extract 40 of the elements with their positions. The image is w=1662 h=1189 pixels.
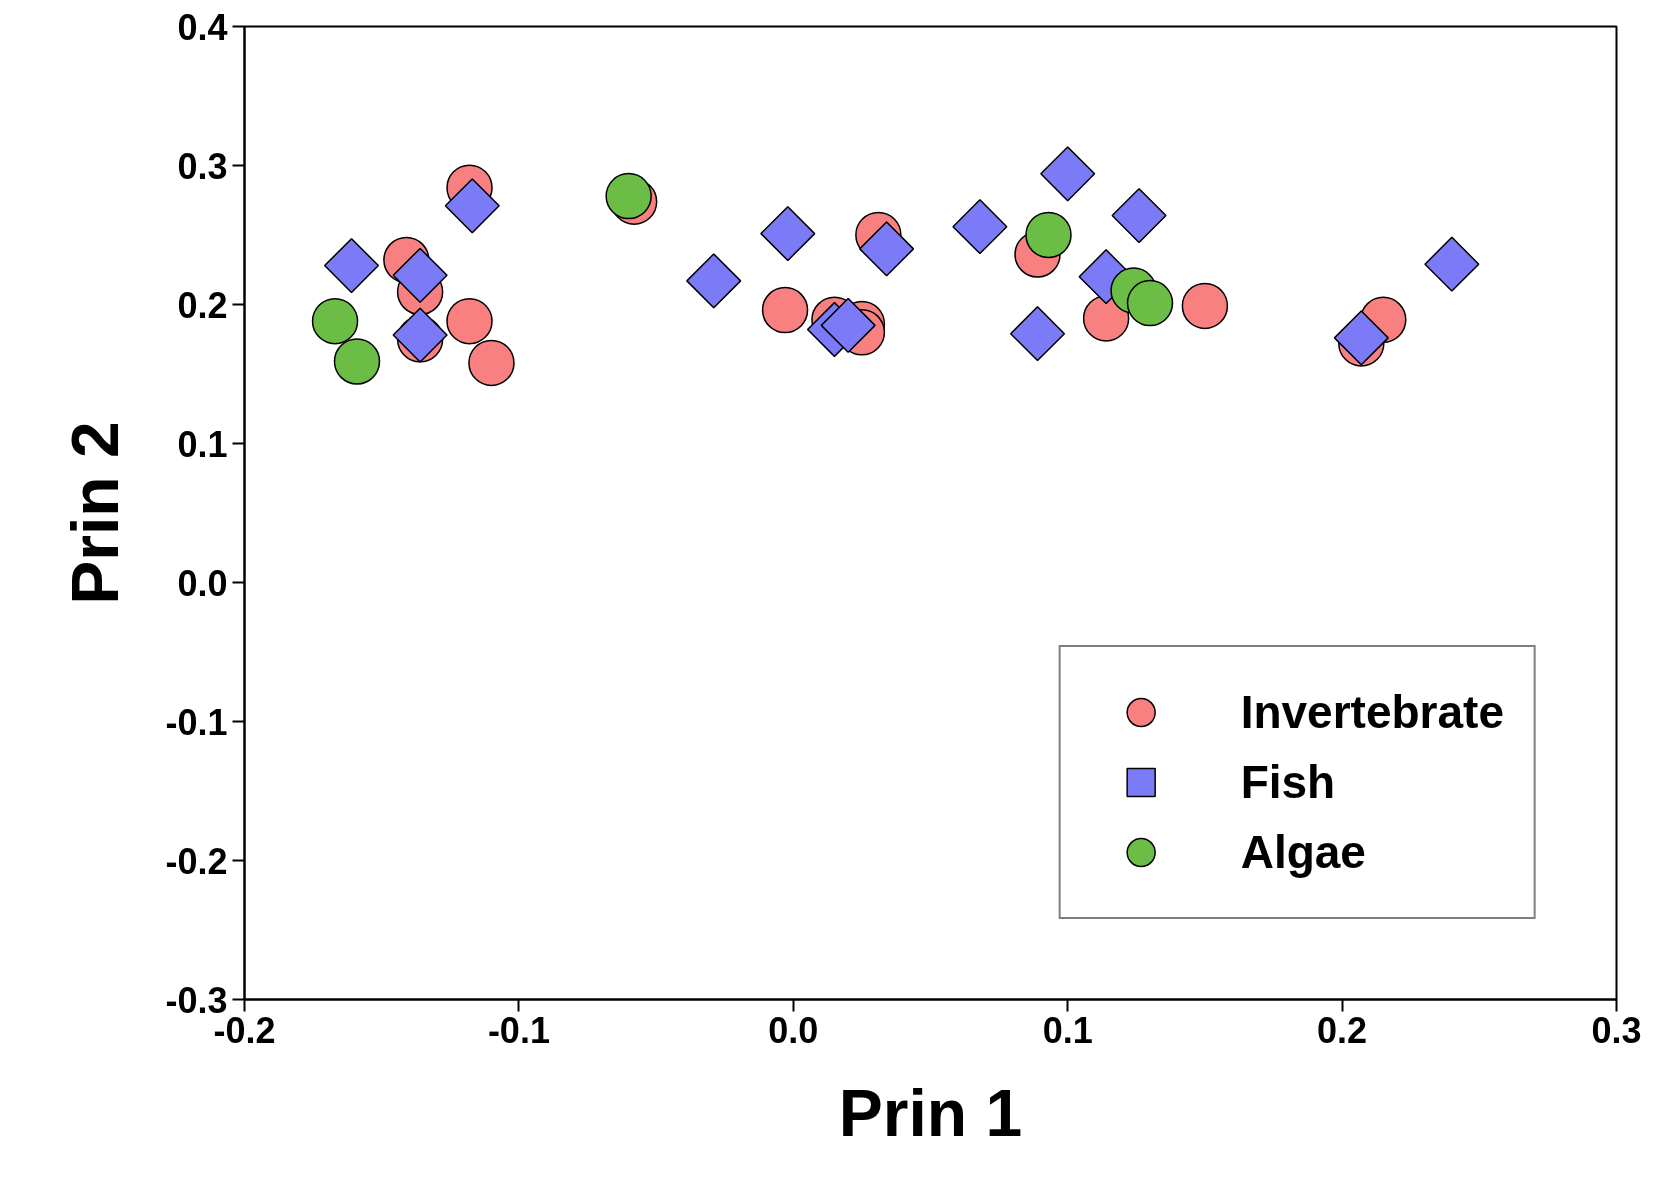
y-tick-label: 0.2: [177, 284, 228, 326]
legend-label: Invertebrate: [1240, 685, 1504, 739]
point: [1181, 282, 1229, 330]
y-tick-label: 0.3: [177, 145, 228, 187]
point: [1111, 187, 1167, 244]
y-tick-label: 0.4: [177, 6, 228, 48]
x-tick-label: -0.1: [487, 1009, 550, 1051]
y-tick-label: 0.1: [177, 423, 228, 465]
legend-label: Algae: [1240, 825, 1366, 879]
point: [1424, 236, 1480, 292]
point: [1040, 146, 1096, 202]
point: [820, 297, 876, 353]
point: [605, 172, 652, 220]
point: [761, 286, 809, 334]
point: [446, 297, 493, 345]
y-tick-label: -0.1: [165, 701, 228, 743]
y-axis-title: Prin 2: [58, 421, 133, 605]
point: [333, 338, 381, 385]
point: [686, 253, 742, 309]
y-tick-label: -0.2: [165, 840, 228, 882]
point: [952, 199, 1008, 255]
legend-label: Fish: [1240, 755, 1336, 809]
point: [760, 205, 816, 262]
x-tick-label: 0.3: [1591, 1009, 1642, 1051]
x-tick-label: 0.1: [1042, 1009, 1093, 1051]
y-tick-label: 0.0: [177, 562, 228, 604]
point: [392, 307, 448, 363]
point: [1333, 310, 1389, 366]
point: [311, 297, 359, 345]
x-tick-label: 0.0: [768, 1009, 819, 1051]
point: [1009, 306, 1066, 362]
point: [468, 339, 515, 387]
point: [1126, 279, 1174, 327]
point: [323, 237, 380, 294]
point: [392, 247, 448, 303]
x-axis-title: Prin 1: [838, 1075, 1023, 1150]
point: [1025, 211, 1072, 259]
point: [858, 221, 915, 277]
x-tick-label: 0.2: [1317, 1009, 1368, 1051]
point: [444, 178, 500, 234]
